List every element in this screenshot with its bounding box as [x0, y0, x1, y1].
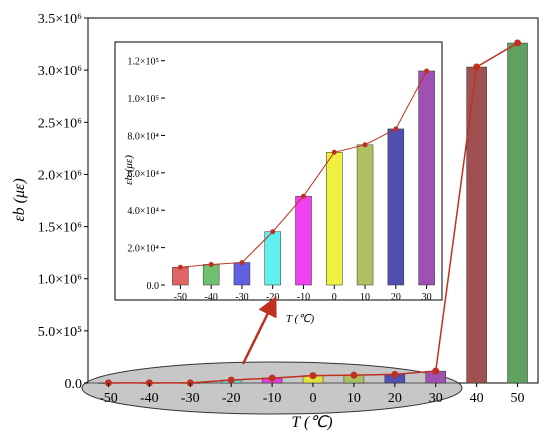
inset-x-tick-label: -50 [174, 292, 187, 303]
inset-point--30 [239, 260, 245, 266]
main-point-20 [391, 370, 399, 378]
inset-x-tick-label: 10 [360, 292, 370, 303]
main-point-10 [350, 371, 358, 379]
main-trend-line [104, 39, 522, 387]
main-x-tick-label: 20 [388, 391, 402, 406]
main-x-tick-label: -10 [263, 391, 282, 406]
main-y-tick-label: 1.5×10⁶ [38, 221, 82, 236]
inset-x-tick-label: -10 [297, 292, 310, 303]
inset-x-tick-label: 20 [391, 292, 401, 303]
inset-point-20 [393, 126, 399, 132]
highlight-ellipse [81, 361, 463, 415]
main-point--50 [104, 379, 112, 387]
inset-y-tick-label: 0.0 [147, 281, 160, 292]
main-x-ticks: -50 -40 -30 -20 -10 0 10 20 30 40 50 [99, 383, 525, 406]
inset-x-tick-label: -30 [235, 292, 248, 303]
inset-bar--50 [172, 266, 189, 286]
main-y-tick-label: 0.0 [65, 377, 83, 392]
inset-point--10 [301, 193, 306, 199]
inset-bar--20 [264, 231, 281, 286]
main-point--30 [186, 379, 194, 387]
inset-bar-10 [356, 144, 374, 286]
main-y-ticks: 0.0 5.0×10⁵ 1.0×10⁶ 1.5×10⁶ 2.0×10⁶ 2.5×10⁶ 3.… [38, 12, 88, 392]
main-x-tick-label: -50 [99, 391, 118, 406]
main-bar-50 [507, 42, 528, 384]
main-point-50 [514, 39, 522, 47]
inset-bar--10 [295, 195, 312, 286]
inset-x-tick-label: -40 [204, 292, 217, 303]
inset-bars [172, 70, 435, 286]
inset-bar-0 [326, 152, 343, 286]
main-x-tick-label: -30 [181, 391, 200, 406]
main-x-tick-label: -20 [222, 391, 241, 406]
inset-point-10 [362, 142, 368, 148]
main-x-axis-label: T (℃) [291, 414, 332, 431]
inset-y-tick-label: 8.0×10⁴ [127, 131, 159, 142]
inset-x-axis-label: T (℃) [286, 313, 315, 325]
inset-x-tick-label: -20 [266, 292, 279, 303]
inset-y-ticks: 0.0 2.0×10⁴ 4.0×10⁴ 6.0×10⁴ 8.0×10⁴ 1.0×10⁵ 1.… [127, 57, 165, 292]
main-point--10 [268, 374, 276, 382]
inset-y-tick-label: 6.0×10⁴ [127, 169, 159, 180]
main-x-tick-label: 40 [470, 391, 484, 406]
inset-y-axis-label: εb (με) [123, 155, 135, 185]
main-point-40 [473, 63, 481, 71]
inset-y-tick-label: 4.0×10⁴ [127, 206, 159, 217]
main-point-0 [309, 372, 317, 380]
main-point--20 [227, 376, 235, 384]
main-x-tick-label: 0 [310, 391, 317, 406]
inset-y-tick-label: 1.2×10⁵ [127, 57, 159, 68]
inset-bar--40 [202, 264, 220, 286]
main-bars [98, 42, 528, 384]
inset-bar-20 [387, 128, 405, 286]
inset-x-tick-label: 30 [422, 292, 432, 303]
main-point--40 [145, 379, 153, 387]
inset-point-0 [331, 149, 337, 155]
main-y-axis-label: εb (με) [11, 178, 28, 221]
main-x-tick-label: 50 [511, 391, 525, 406]
main-x-tick-label: -40 [140, 391, 159, 406]
main-x-tick-label: 30 [429, 391, 443, 406]
inset-bar--30 [233, 262, 251, 286]
main-y-tick-label: 5.0×10⁵ [38, 325, 82, 340]
inset-point--40 [208, 261, 214, 267]
inset-y-tick-label: 1.0×10⁵ [127, 94, 159, 105]
main-point-30 [432, 367, 440, 375]
main-y-tick-label: 2.5×10⁶ [38, 116, 82, 131]
inset-point-30 [424, 68, 430, 74]
pointer-arrow [241, 296, 277, 365]
inset-x-tick-label: 0 [332, 292, 337, 303]
inset-point--20 [270, 229, 276, 235]
inset-point--50 [177, 264, 183, 270]
inset-bar-30 [418, 70, 435, 286]
main-y-tick-label: 3.5×10⁶ [38, 12, 82, 27]
main-x-tick-label: 10 [347, 391, 361, 406]
inset-y-tick-label: 2.0×10⁴ [127, 244, 159, 255]
inset-trend-line [177, 68, 430, 270]
main-y-tick-label: 2.0×10⁶ [38, 168, 82, 183]
main-y-tick-label: 1.0×10⁶ [38, 273, 82, 288]
main-y-tick-label: 3.0×10⁶ [38, 64, 82, 79]
